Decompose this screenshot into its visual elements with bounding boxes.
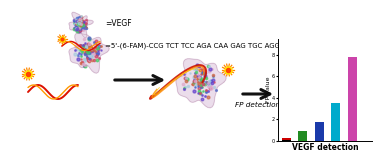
Bar <box>315 122 324 141</box>
Text: FP detection: FP detection <box>235 102 280 108</box>
Polygon shape <box>69 33 109 73</box>
Y-axis label: FP Value: FP Value <box>265 77 271 103</box>
Bar <box>298 131 307 141</box>
Bar <box>331 103 341 141</box>
Text: =5'-(6-FAM)-CCG TCT TCC AGA CAA GAG TGC AGG G-3': =5'-(6-FAM)-CCG TCT TCC AGA CAA GAG TGC … <box>105 43 296 49</box>
X-axis label: VEGF detection: VEGF detection <box>292 143 358 152</box>
Polygon shape <box>69 12 93 38</box>
Bar <box>282 138 291 141</box>
Bar <box>282 140 291 141</box>
Polygon shape <box>176 59 226 108</box>
Bar <box>348 57 357 141</box>
Text: =VEGF: =VEGF <box>105 19 132 29</box>
